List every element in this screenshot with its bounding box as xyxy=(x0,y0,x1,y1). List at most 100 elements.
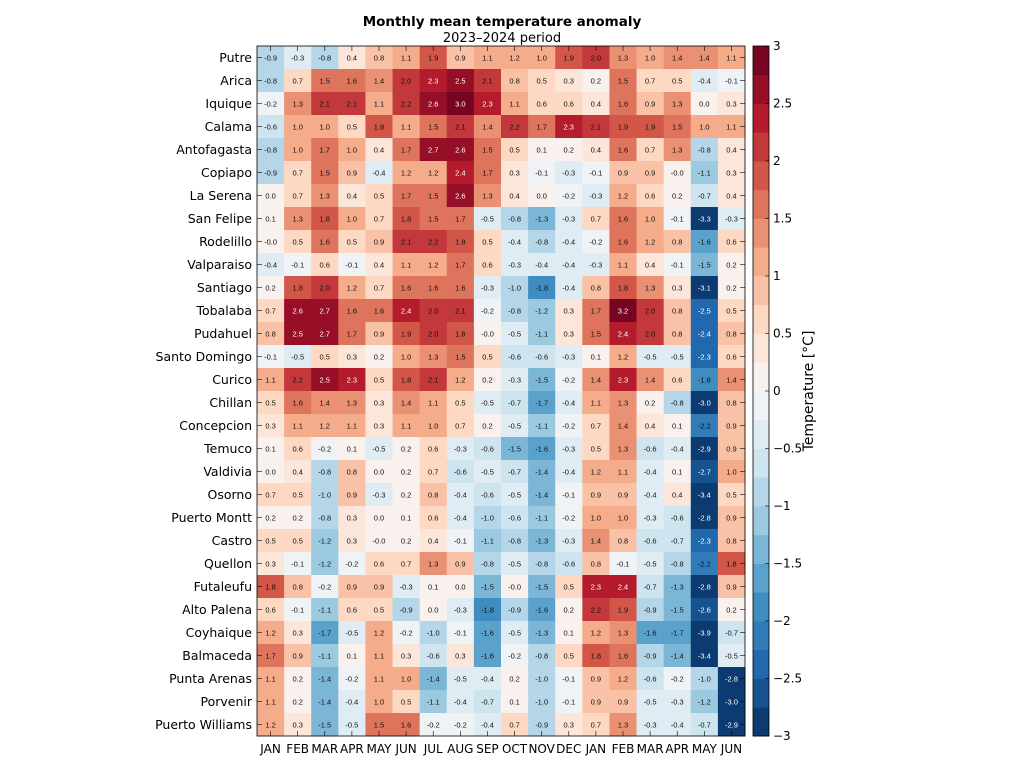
heatmap-cell xyxy=(663,184,692,208)
cell-value-label: 1.8 xyxy=(374,122,384,131)
cell-value-label: -0.2 xyxy=(264,99,277,108)
heatmap-cell xyxy=(717,115,746,139)
heatmap-cell xyxy=(392,414,421,438)
cell-value-label: 0.2 xyxy=(265,513,275,522)
heatmap-cell xyxy=(311,46,339,70)
cell-value-label: 1.0 xyxy=(320,122,330,131)
cell-value-label: -0.5 xyxy=(508,421,521,430)
heatmap-cell xyxy=(473,276,502,300)
heatmap-cell xyxy=(555,253,583,277)
cell-value-label: 1.1 xyxy=(726,53,736,62)
heatmap-cell xyxy=(582,161,610,185)
cell-value-label: 0.5 xyxy=(292,490,302,499)
heatmap-cell xyxy=(636,644,665,668)
cell-value-label: -0.5 xyxy=(725,651,738,660)
heatmap-cell xyxy=(284,529,312,553)
heatmap-cell xyxy=(663,92,692,116)
heatmap-cell xyxy=(338,253,366,277)
heatmap-cell xyxy=(609,368,637,392)
cell-value-label: -0.1 xyxy=(454,628,467,637)
cell-value-label: 1.7 xyxy=(455,214,465,223)
heatmap-cell xyxy=(257,598,285,622)
heatmap-cell xyxy=(582,345,610,369)
cell-value-label: 1.2 xyxy=(618,191,628,200)
cell-value-label: -0.8 xyxy=(318,513,331,522)
heatmap-cell xyxy=(446,368,475,392)
heatmap-cell xyxy=(338,368,366,392)
cell-value-label: -1.5 xyxy=(535,375,548,384)
cell-value-label: -0.6 xyxy=(535,352,548,361)
cell-value-label: -1.3 xyxy=(535,628,548,637)
cell-value-label: -0.8 xyxy=(535,237,548,246)
cell-value-label: 2.3 xyxy=(482,99,492,108)
cell-value-label: 1.5 xyxy=(428,122,438,131)
heatmap-cell xyxy=(365,46,393,70)
cell-value-label: 0.6 xyxy=(320,260,330,269)
heatmap-cell xyxy=(501,92,529,116)
cell-value-label: -3.9 xyxy=(698,628,711,637)
heatmap-cell xyxy=(663,506,692,530)
heatmap-cell xyxy=(284,598,312,622)
cell-value-label: 1.0 xyxy=(292,122,302,131)
cell-value-label: -3.0 xyxy=(698,398,711,407)
heatmap-cell xyxy=(690,368,719,392)
cell-value-label: 0.9 xyxy=(374,329,384,338)
cell-value-label: 2.6 xyxy=(428,99,438,108)
station-label: Santiago xyxy=(197,280,252,295)
heatmap-cell xyxy=(446,621,475,645)
cell-value-label: -1.1 xyxy=(318,651,331,660)
heatmap-cell xyxy=(609,437,637,461)
cell-value-label: 1.4 xyxy=(726,375,736,384)
heatmap-cell xyxy=(528,460,556,484)
cell-value-label: 1.8 xyxy=(292,283,302,292)
heatmap-cell xyxy=(338,46,366,70)
heatmap-cell xyxy=(555,598,583,622)
colorbar-tick-label: 3 xyxy=(773,39,781,53)
heatmap-cell xyxy=(663,575,692,599)
cell-value-label: 1.6 xyxy=(618,99,628,108)
colorbar-band xyxy=(753,276,769,306)
heatmap-cell xyxy=(690,69,719,93)
cell-value-label: -0.6 xyxy=(264,122,277,131)
heatmap-cell xyxy=(528,552,556,576)
heatmap-cell xyxy=(690,92,719,116)
cell-value-label: -0.3 xyxy=(481,283,494,292)
heatmap-cell xyxy=(473,253,502,277)
cell-value-label: 2.0 xyxy=(428,329,438,338)
cell-value-label: 2.2 xyxy=(401,99,411,108)
cell-value-label: 0.4 xyxy=(591,99,601,108)
heatmap-cell xyxy=(419,230,448,254)
cell-value-label: 1.6 xyxy=(618,237,628,246)
cell-value-label: -1.1 xyxy=(535,513,548,522)
cell-value-label: -1.0 xyxy=(535,697,548,706)
cell-value-label: 0.7 xyxy=(591,214,601,223)
heatmap-cell xyxy=(338,414,366,438)
heatmap-cell xyxy=(609,322,637,346)
plot-frame xyxy=(256,45,746,737)
cell-value-label: 1.1 xyxy=(374,674,384,683)
cell-value-label: 0.5 xyxy=(320,352,330,361)
heatmap-cell xyxy=(284,552,312,576)
heatmap-cell xyxy=(690,207,719,231)
cell-value-label: -1.8 xyxy=(535,283,548,292)
heatmap-cell xyxy=(528,483,556,507)
cell-value-label: 1.3 xyxy=(428,352,438,361)
heatmap-cell xyxy=(528,276,556,300)
cell-value-label: 0.6 xyxy=(564,99,574,108)
heatmap-cell xyxy=(257,460,285,484)
station-label: Santo Domingo xyxy=(156,349,252,364)
heatmap-cell xyxy=(473,69,502,93)
heatmap-cell xyxy=(663,644,692,668)
heatmap-cell xyxy=(365,391,393,415)
heatmap-cell xyxy=(582,69,610,93)
cell-value-label: -1.3 xyxy=(535,536,548,545)
colorbar-tick-label: 2 xyxy=(773,154,781,168)
heatmap-cell xyxy=(419,161,448,185)
heatmap-cell xyxy=(311,299,339,323)
heatmap-cell xyxy=(636,713,665,737)
heatmap-cell xyxy=(284,138,312,162)
cell-value-label: -0.9 xyxy=(535,720,548,729)
station-label: San Felipe xyxy=(188,211,253,226)
heatmap-cell xyxy=(663,598,692,622)
cell-value-label: 0.1 xyxy=(591,352,601,361)
